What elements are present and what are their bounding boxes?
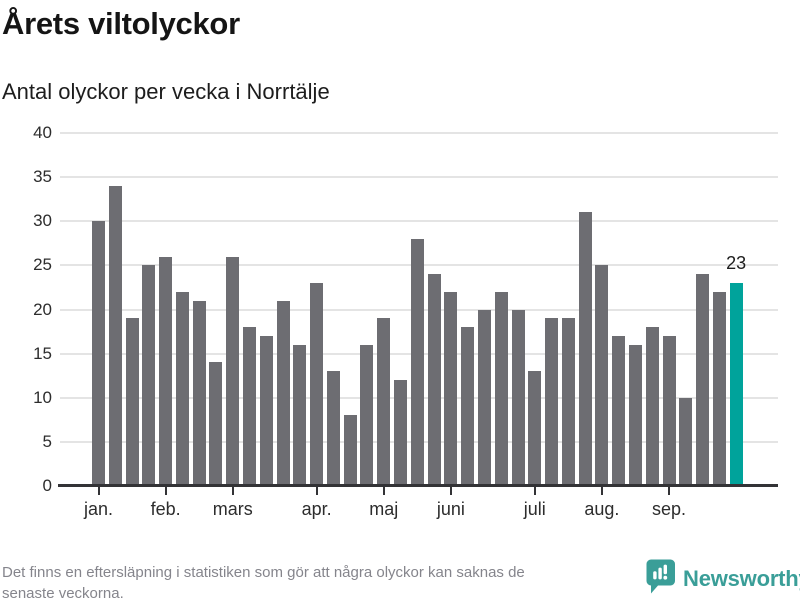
x-tick-apr (315, 487, 318, 495)
newsworthy-brand-name: Newsworthy (683, 565, 800, 591)
bar-week (712, 291, 726, 486)
bar-week (226, 256, 240, 486)
bar-week (444, 291, 458, 486)
bar-week (561, 318, 575, 486)
x-tick-jan (97, 487, 100, 495)
newsworthy-bubble-chart-icon (646, 558, 676, 599)
bar-week (108, 185, 122, 486)
y-axis-label-0: 0 (42, 476, 52, 495)
x-axis-label-mars: mars (212, 499, 253, 519)
bar-week (310, 283, 324, 486)
bar-week (276, 300, 290, 486)
y-axis-label-20: 20 (33, 299, 52, 319)
bar-week (377, 318, 391, 486)
y-axis-label-10: 10 (33, 387, 52, 407)
gridline-40 (60, 132, 778, 134)
bar-week (696, 274, 710, 486)
bar-week (343, 415, 357, 486)
x-axis-line (58, 484, 778, 487)
bar-week (545, 318, 559, 486)
bar-week (293, 344, 307, 486)
bar-week (628, 344, 642, 486)
bar-highlight-week (729, 283, 743, 486)
footer-note: Det finns en eftersläpning i statistiken… (2, 562, 525, 600)
x-tick-sep (668, 487, 671, 495)
x-axis-label-apr: apr. (301, 499, 332, 519)
x-axis-label-feb: feb. (150, 499, 181, 519)
bar-week (326, 371, 340, 486)
x-axis-label-aug: aug. (584, 499, 620, 519)
gridline-35 (60, 176, 778, 179)
bar-week (360, 344, 374, 486)
bar-week (477, 309, 491, 486)
x-tick-juli (533, 487, 536, 495)
x-tick-mars (231, 487, 234, 495)
bar-week (175, 291, 189, 486)
bar-week (662, 335, 676, 486)
x-axis-label-maj: maj (369, 499, 399, 519)
chart-subtitle: Antal olyckor per vecka i Norrtälje (2, 79, 330, 104)
bar-week (209, 362, 223, 486)
bar-week (494, 291, 508, 486)
bar-week (159, 256, 173, 486)
y-axis-label-5: 5 (42, 431, 52, 451)
bar-week (528, 371, 542, 486)
bar-week (259, 335, 273, 486)
x-tick-aug (600, 487, 603, 495)
x-tick-feb (164, 487, 167, 495)
bar-week (679, 397, 693, 486)
bar-week (142, 265, 156, 486)
bar-week (394, 380, 408, 486)
y-axis-label-30: 30 (33, 211, 52, 231)
footer-note-line1: Det finns en eftersläpning i statistiken… (2, 564, 525, 581)
x-axis-label-juli: juli (523, 499, 546, 519)
bar-week (410, 238, 424, 486)
bar-week (578, 212, 592, 486)
bar-week (243, 327, 257, 486)
y-axis-label-40: 40 (33, 123, 52, 142)
bar-week (192, 300, 206, 486)
bar-week (92, 221, 105, 486)
gridline-30 (60, 220, 778, 223)
y-axis-label-35: 35 (33, 167, 52, 187)
bar-week (595, 265, 609, 486)
bar-week (645, 327, 659, 486)
y-axis-label-15: 15 (33, 343, 52, 363)
bar-week (125, 318, 139, 486)
x-tick-juni (449, 487, 452, 495)
bar-week (427, 274, 441, 486)
bar-week (461, 327, 475, 486)
x-axis-label-juni: juni (436, 499, 465, 519)
bar-week (511, 309, 525, 486)
newsworthy-logo: Newsworthy (646, 558, 800, 599)
plot-area: 0 5 10 15 20 25 30 35 40 jan. feb. mars apr. maj juni j… (33, 123, 778, 519)
x-axis-label-jan: jan. (83, 499, 114, 519)
highlight-value-label: 23 (726, 253, 747, 274)
bar-week (612, 335, 626, 486)
footer-note-line2: senaste veckorna. (2, 585, 124, 600)
x-tick-maj (382, 487, 385, 495)
x-axis-label-sep: sep. (652, 499, 687, 519)
y-axis-label-25: 25 (33, 255, 52, 275)
chart-title: Årets viltolyckor (2, 6, 240, 41)
